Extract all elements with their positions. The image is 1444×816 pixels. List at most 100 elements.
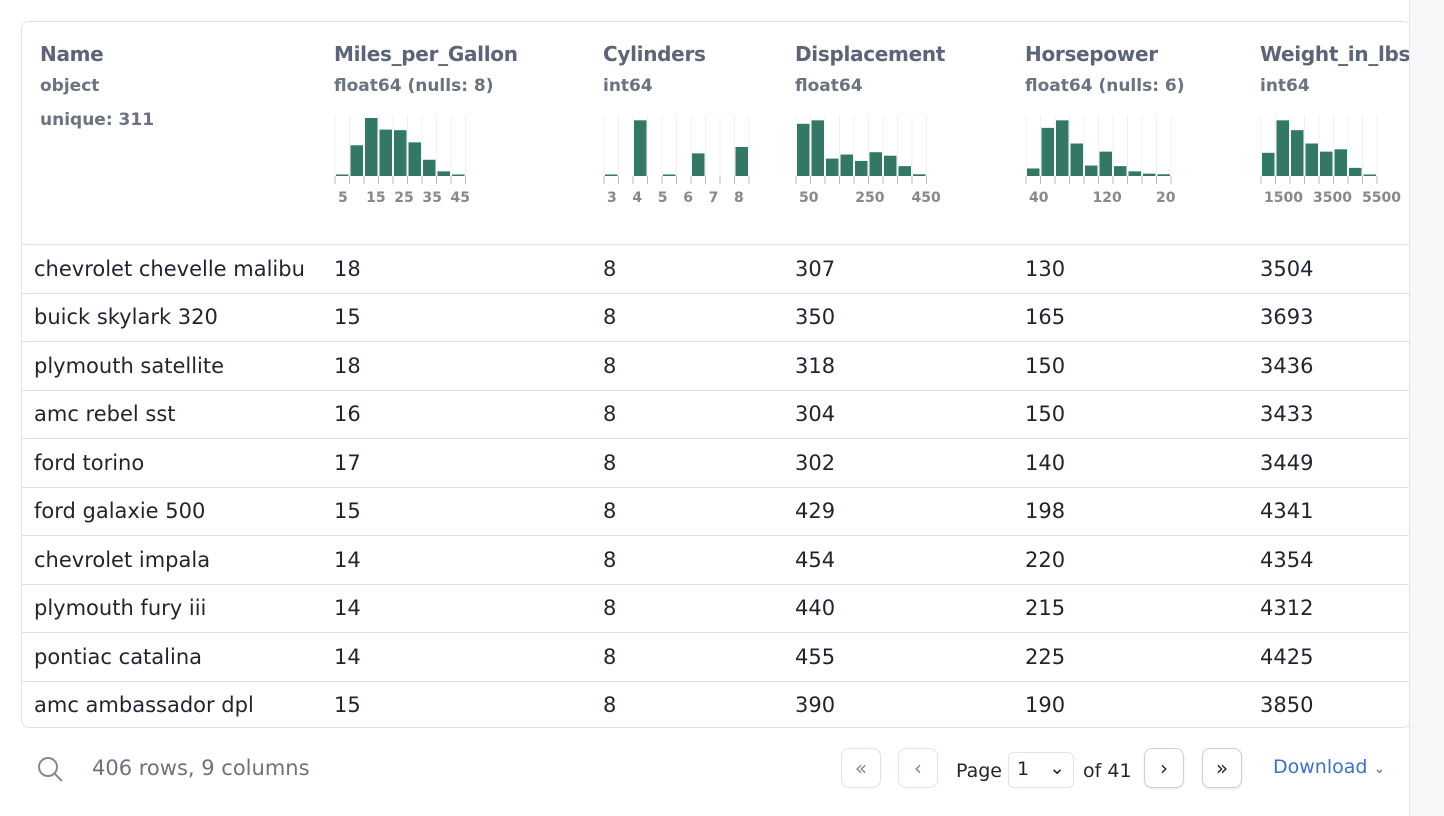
histogram-tick-label: 450 bbox=[912, 190, 941, 206]
histogram-bar[interactable] bbox=[735, 147, 749, 176]
histogram-bar[interactable] bbox=[1099, 151, 1113, 176]
column-dtype: float64 bbox=[795, 76, 863, 96]
histogram-tick-label: 4 bbox=[632, 190, 642, 206]
table-row[interactable]: amc ambassador dpl 15 8 390 190 3850 bbox=[22, 681, 1410, 727]
histogram: 5 15 25 35 45 bbox=[334, 116, 470, 206]
table-cell: 225 bbox=[1025, 632, 1260, 682]
histogram: 1500 3500 5500 bbox=[1260, 116, 1401, 206]
histogram-bar[interactable] bbox=[1143, 173, 1156, 176]
prev-page-button[interactable]: ‹ bbox=[898, 748, 938, 788]
column-dtype: int64 bbox=[1260, 76, 1310, 96]
column-name: Name bbox=[40, 42, 104, 66]
column-header-horsepower[interactable]: Horsepower float64 (nulls: 6) 40 120 200 bbox=[1025, 22, 1260, 245]
histogram-bar[interactable] bbox=[1291, 130, 1304, 176]
table-cell: 3850 bbox=[1260, 693, 1314, 718]
table-row[interactable]: pontiac catalina 14 8 455 225 4425 bbox=[22, 632, 1410, 682]
histogram-bar[interactable] bbox=[826, 158, 839, 176]
table-cell: ford galaxie 500 bbox=[22, 487, 334, 536]
first-page-button[interactable]: « bbox=[841, 748, 881, 788]
histogram-bar[interactable] bbox=[350, 145, 364, 176]
table-cell: 15 bbox=[334, 487, 603, 536]
search-icon[interactable] bbox=[36, 755, 64, 783]
table-row[interactable]: plymouth fury iii 14 8 440 215 4312 bbox=[22, 584, 1410, 633]
table-row[interactable]: chevrolet impala 14 8 454 220 4354 bbox=[22, 535, 1410, 585]
histogram-tick-label: 40 bbox=[1029, 190, 1049, 206]
table-cell: chevrolet impala bbox=[22, 535, 334, 585]
histogram-bar[interactable] bbox=[884, 155, 897, 176]
column-name: Displacement bbox=[795, 42, 946, 66]
histogram-bar[interactable] bbox=[840, 154, 854, 176]
histogram-bar[interactable] bbox=[452, 174, 465, 177]
histogram-tick-label: 5 bbox=[658, 190, 668, 206]
next-page-button[interactable]: › bbox=[1144, 748, 1184, 788]
histogram-bar[interactable] bbox=[423, 159, 436, 176]
column-name: Cylinders bbox=[603, 42, 706, 66]
histogram-bar[interactable] bbox=[1114, 166, 1127, 176]
histogram-bar[interactable] bbox=[1276, 120, 1290, 176]
histogram-bar[interactable] bbox=[1085, 165, 1098, 176]
histogram-bar[interactable] bbox=[692, 153, 705, 176]
table-row[interactable]: ford galaxie 500 15 8 429 198 4341 bbox=[22, 487, 1410, 536]
histogram-tick-label: 5500 bbox=[1362, 190, 1401, 206]
histogram-bar[interactable] bbox=[605, 174, 618, 177]
histogram-bar[interactable] bbox=[379, 129, 393, 176]
table-cell: 307 bbox=[795, 244, 1025, 294]
table-row[interactable]: buick skylark 320 15 8 350 165 3693 bbox=[22, 293, 1410, 342]
histogram-bar[interactable] bbox=[1320, 151, 1333, 176]
histogram-bar[interactable] bbox=[437, 171, 451, 176]
table-cell: 8 bbox=[603, 438, 795, 488]
histogram-bar[interactable] bbox=[797, 123, 810, 176]
table-cell: 8 bbox=[603, 693, 617, 718]
histogram-bar[interactable] bbox=[634, 120, 647, 176]
histogram-bar[interactable] bbox=[336, 174, 349, 177]
histogram-bar[interactable] bbox=[663, 174, 676, 177]
table-cell: 15 bbox=[334, 293, 603, 342]
table-row[interactable]: plymouth satellite 18 8 318 150 3436 bbox=[22, 341, 1410, 391]
table-cell: 18 bbox=[334, 341, 603, 391]
column-header-weight_in_lbs[interactable]: Weight_in_lbs int64 1500 3500 5500 bbox=[1260, 22, 1410, 245]
table-row[interactable]: chevrolet chevelle malibu 18 8 307 130 3504 bbox=[22, 244, 1410, 294]
page-count: of 41 bbox=[1083, 760, 1132, 782]
table-cell: 429 bbox=[795, 487, 1025, 536]
histogram-bar[interactable] bbox=[1056, 120, 1069, 176]
histogram-bar[interactable] bbox=[1305, 143, 1319, 176]
histogram-tick-label: 1500 bbox=[1264, 190, 1303, 206]
table-row[interactable]: ford torino 17 8 302 140 3449 bbox=[22, 438, 1410, 488]
histogram-bar[interactable] bbox=[1334, 149, 1348, 176]
histogram-bar[interactable] bbox=[1070, 143, 1084, 176]
table-cell: 8 bbox=[603, 487, 795, 536]
table-cell: 15 bbox=[334, 693, 361, 718]
histogram-bar[interactable] bbox=[1027, 168, 1040, 176]
histogram-bar[interactable] bbox=[811, 120, 825, 176]
histogram-bar[interactable] bbox=[869, 152, 883, 176]
table-cell: 220 bbox=[1025, 535, 1260, 585]
column-header-displacement[interactable]: Displacement float64 50 250 450 bbox=[795, 22, 1025, 245]
histogram-bar[interactable] bbox=[394, 130, 407, 176]
scrollbar[interactable] bbox=[1409, 0, 1444, 816]
histogram-tick-label: 200 bbox=[1156, 190, 1175, 206]
column-dtype: float64 (nulls: 6) bbox=[1025, 76, 1185, 96]
histogram-bar[interactable] bbox=[898, 166, 912, 176]
histogram-bar[interactable] bbox=[365, 118, 378, 176]
histogram-bar[interactable] bbox=[1262, 152, 1275, 176]
table-cell: 4341 bbox=[1260, 487, 1410, 536]
data-table: Name object unique: 311 Miles_per_Gallon flo… bbox=[21, 21, 1411, 728]
column-header-miles_per_gallon[interactable]: Miles_per_Gallon float64 (nulls: 8) 5 15 25 3… bbox=[334, 22, 603, 245]
histogram-bar[interactable] bbox=[1041, 127, 1055, 176]
table-row[interactable]: amc rebel sst 16 8 304 150 3433 bbox=[22, 390, 1410, 439]
histogram-bar[interactable] bbox=[408, 142, 422, 176]
histogram-bar[interactable] bbox=[1349, 167, 1362, 176]
column-header-cylinders[interactable]: Cylinders int64 3 4 5 6 7 8 bbox=[603, 22, 795, 245]
table-cell: 198 bbox=[1025, 487, 1260, 536]
last-page-button[interactable]: » bbox=[1202, 748, 1242, 788]
histogram-bar[interactable] bbox=[913, 174, 926, 176]
histogram-bar[interactable] bbox=[855, 160, 868, 176]
column-header-name[interactable]: Name object unique: 311 bbox=[22, 22, 334, 245]
histogram-bar[interactable] bbox=[1157, 174, 1171, 176]
download-button[interactable]: Download ⌄ bbox=[1273, 756, 1386, 778]
histogram-bar[interactable] bbox=[1363, 174, 1377, 177]
table-cell: 150 bbox=[1025, 341, 1260, 391]
histogram-bar[interactable] bbox=[1128, 171, 1142, 176]
page-select[interactable]: 1 ⌄ bbox=[1008, 752, 1074, 788]
